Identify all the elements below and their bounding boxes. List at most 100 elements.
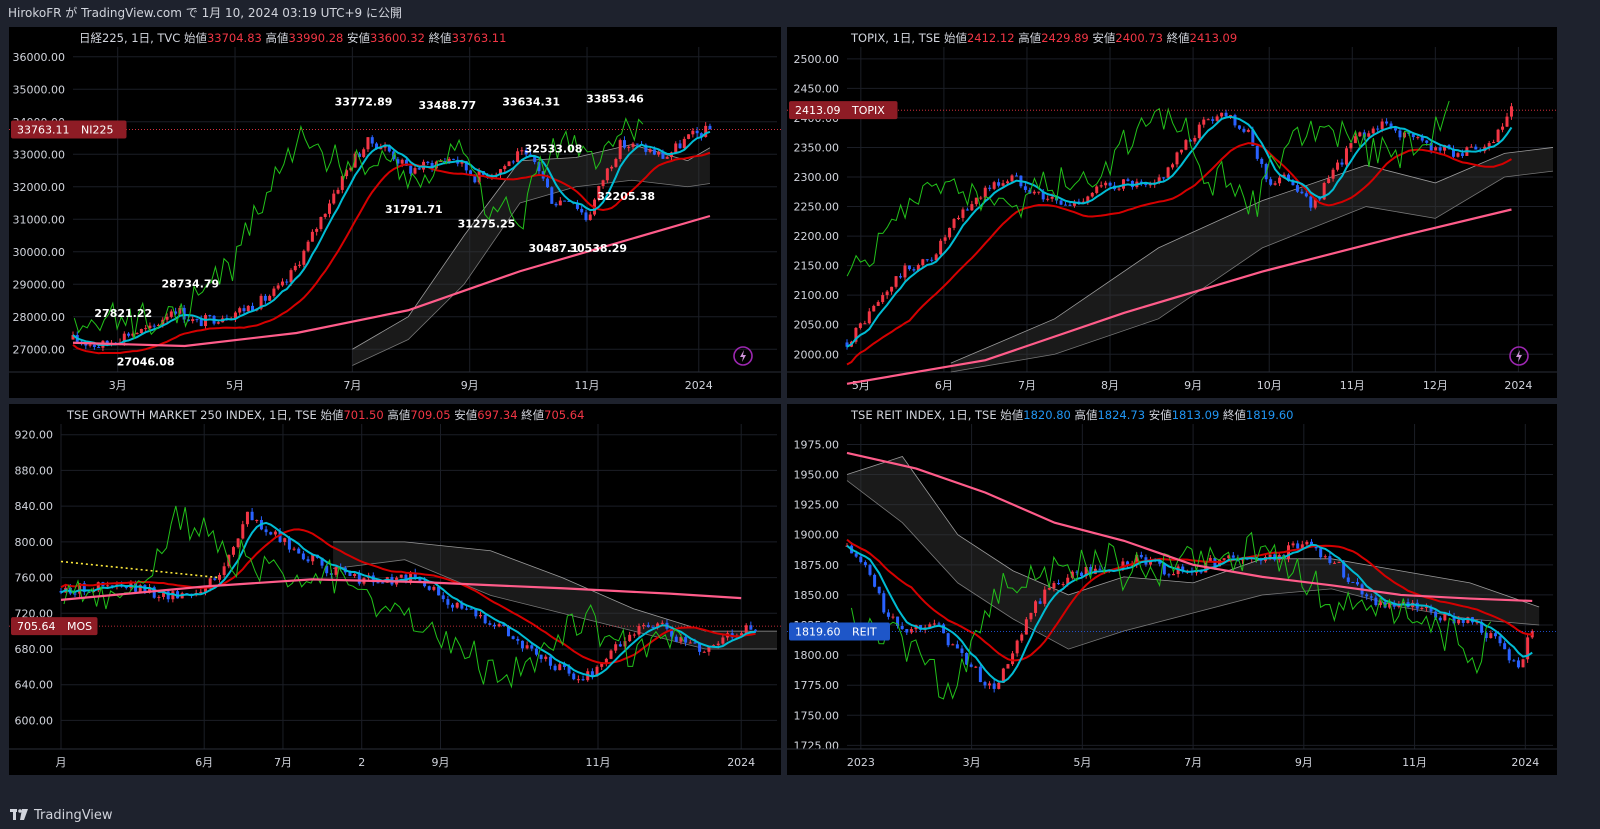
candle-body bbox=[712, 645, 716, 647]
candle-body bbox=[1424, 606, 1428, 609]
candle-body bbox=[1286, 174, 1290, 181]
candle-body bbox=[899, 276, 903, 278]
tenkan-sen-line bbox=[60, 521, 756, 678]
x-tick-label: 9月 bbox=[1295, 756, 1313, 769]
candle-body bbox=[912, 269, 916, 271]
candle-body bbox=[628, 634, 632, 642]
candle-body bbox=[1029, 612, 1033, 620]
tradingview-logo-icon bbox=[10, 809, 28, 820]
candle-body bbox=[1075, 571, 1079, 573]
candle-body bbox=[1014, 175, 1018, 177]
chart-panel-growth250[interactable]: 920.00 880.00 840.00 800.00 760.00 720.00 680.… bbox=[9, 404, 781, 775]
publish-header: HirokoFR が TradingView.com で 1月 10, 2024… bbox=[8, 6, 402, 20]
y-tick-label: 2150.00 bbox=[794, 260, 840, 273]
candle-body bbox=[148, 325, 152, 329]
candle-body bbox=[1077, 201, 1081, 203]
candle-body bbox=[554, 203, 558, 206]
x-tick-label: 11月 bbox=[575, 379, 600, 392]
candle-body bbox=[868, 565, 872, 575]
chart-title-name: 日経225, 1日, TVC bbox=[79, 31, 184, 45]
chart-panel-nikkei225[interactable]: 36000.0035000.0034000.0033000.0032000.00… bbox=[9, 27, 781, 398]
chart-panel-reit[interactable]: 1975.00 1950.00 1925.00 1900.00 1875.00 1850.… bbox=[787, 404, 1557, 775]
candle-body bbox=[952, 219, 956, 228]
candle-body bbox=[614, 159, 618, 167]
candle-body bbox=[1480, 622, 1484, 633]
y-tick-label: 2350.00 bbox=[794, 141, 840, 154]
candle-body bbox=[1313, 198, 1317, 208]
chart-panel-topix[interactable]: 2500.002450.002400.002350.002300.002250.… bbox=[787, 27, 1557, 398]
candle-body bbox=[708, 125, 712, 130]
candle-body bbox=[400, 159, 404, 164]
candle-body bbox=[432, 586, 436, 590]
candle-body bbox=[1438, 617, 1442, 621]
candle-body bbox=[349, 167, 353, 171]
candle-body bbox=[301, 553, 305, 560]
candle-body bbox=[259, 295, 263, 309]
candle-body bbox=[1434, 611, 1438, 618]
candle-body bbox=[1295, 185, 1299, 192]
candle-body bbox=[858, 323, 862, 328]
candle-body bbox=[1043, 589, 1047, 604]
candle-body bbox=[1171, 164, 1175, 168]
lightning-icon-bolt bbox=[740, 350, 746, 362]
candle-body bbox=[1300, 544, 1304, 549]
candle-body bbox=[537, 162, 541, 172]
candle-body bbox=[909, 629, 913, 633]
y-tick-label: 1950.00 bbox=[794, 469, 840, 482]
ohlc-label: 始値 bbox=[320, 408, 343, 422]
candle-body bbox=[678, 143, 682, 149]
chart-svg-nikkei225: 36000.0035000.0034000.0033000.0032000.00… bbox=[9, 31, 781, 398]
candle-body bbox=[988, 683, 992, 686]
candle-body bbox=[1188, 140, 1192, 142]
tradingview-logo[interactable]: TradingView bbox=[10, 808, 113, 823]
candle-body bbox=[404, 159, 408, 166]
candle-body bbox=[684, 637, 688, 643]
chart-title: 日経225, 1日, TVC 始値33704.83 高値33990.28 安値3… bbox=[79, 31, 506, 45]
x-tick-label: 2024 bbox=[1511, 756, 1539, 769]
y-tick-label: 2000.00 bbox=[794, 348, 840, 361]
candle-body bbox=[1255, 145, 1259, 159]
ohlc-label: 終値 bbox=[1223, 408, 1246, 422]
ichimoku-cloud bbox=[333, 541, 777, 649]
y-tick-label: 2450.00 bbox=[794, 82, 840, 95]
candle-body bbox=[1498, 636, 1502, 644]
x-axis-area bbox=[787, 372, 1557, 398]
candle-body bbox=[124, 586, 128, 588]
candle-body bbox=[1032, 191, 1036, 194]
candle-body bbox=[1516, 660, 1520, 668]
candle-body bbox=[152, 587, 156, 598]
ohlc-label: 終値 bbox=[1167, 31, 1190, 45]
ohlc-label: 高値 bbox=[1074, 408, 1097, 422]
candle-body bbox=[287, 538, 291, 550]
candle-body bbox=[1512, 660, 1516, 662]
candle-body bbox=[1237, 125, 1241, 129]
candle-body bbox=[169, 311, 173, 317]
candle-body bbox=[1126, 561, 1130, 566]
candle-body bbox=[1269, 179, 1273, 185]
candle-body bbox=[1291, 180, 1295, 186]
ohlc-value: 705.64 bbox=[544, 408, 584, 422]
y-tick-label: 920.00 bbox=[15, 429, 54, 442]
ohlc-label: 始値 bbox=[1000, 408, 1023, 422]
candle-body bbox=[873, 574, 877, 587]
candle-body bbox=[1229, 115, 1233, 117]
y-tick-label: 30000.00 bbox=[13, 246, 66, 259]
candle-body bbox=[1376, 128, 1380, 130]
candle-body bbox=[1126, 179, 1130, 181]
ohlc-label: 安値 bbox=[1149, 408, 1172, 422]
candle-body bbox=[139, 328, 143, 334]
candle-body bbox=[273, 531, 277, 535]
moving-average-line bbox=[60, 578, 742, 601]
candle-body bbox=[441, 595, 445, 600]
candle-body bbox=[859, 556, 863, 563]
candle-body bbox=[375, 143, 379, 150]
candle-body bbox=[1469, 146, 1473, 148]
candle-body bbox=[882, 593, 886, 613]
candle-body bbox=[1355, 582, 1359, 585]
last-price-symbol: REIT bbox=[852, 626, 877, 639]
candle-body bbox=[353, 574, 357, 577]
candle-body bbox=[437, 586, 441, 596]
candle-body bbox=[1380, 121, 1384, 130]
candle-body bbox=[900, 625, 904, 630]
candle-body bbox=[327, 203, 331, 214]
